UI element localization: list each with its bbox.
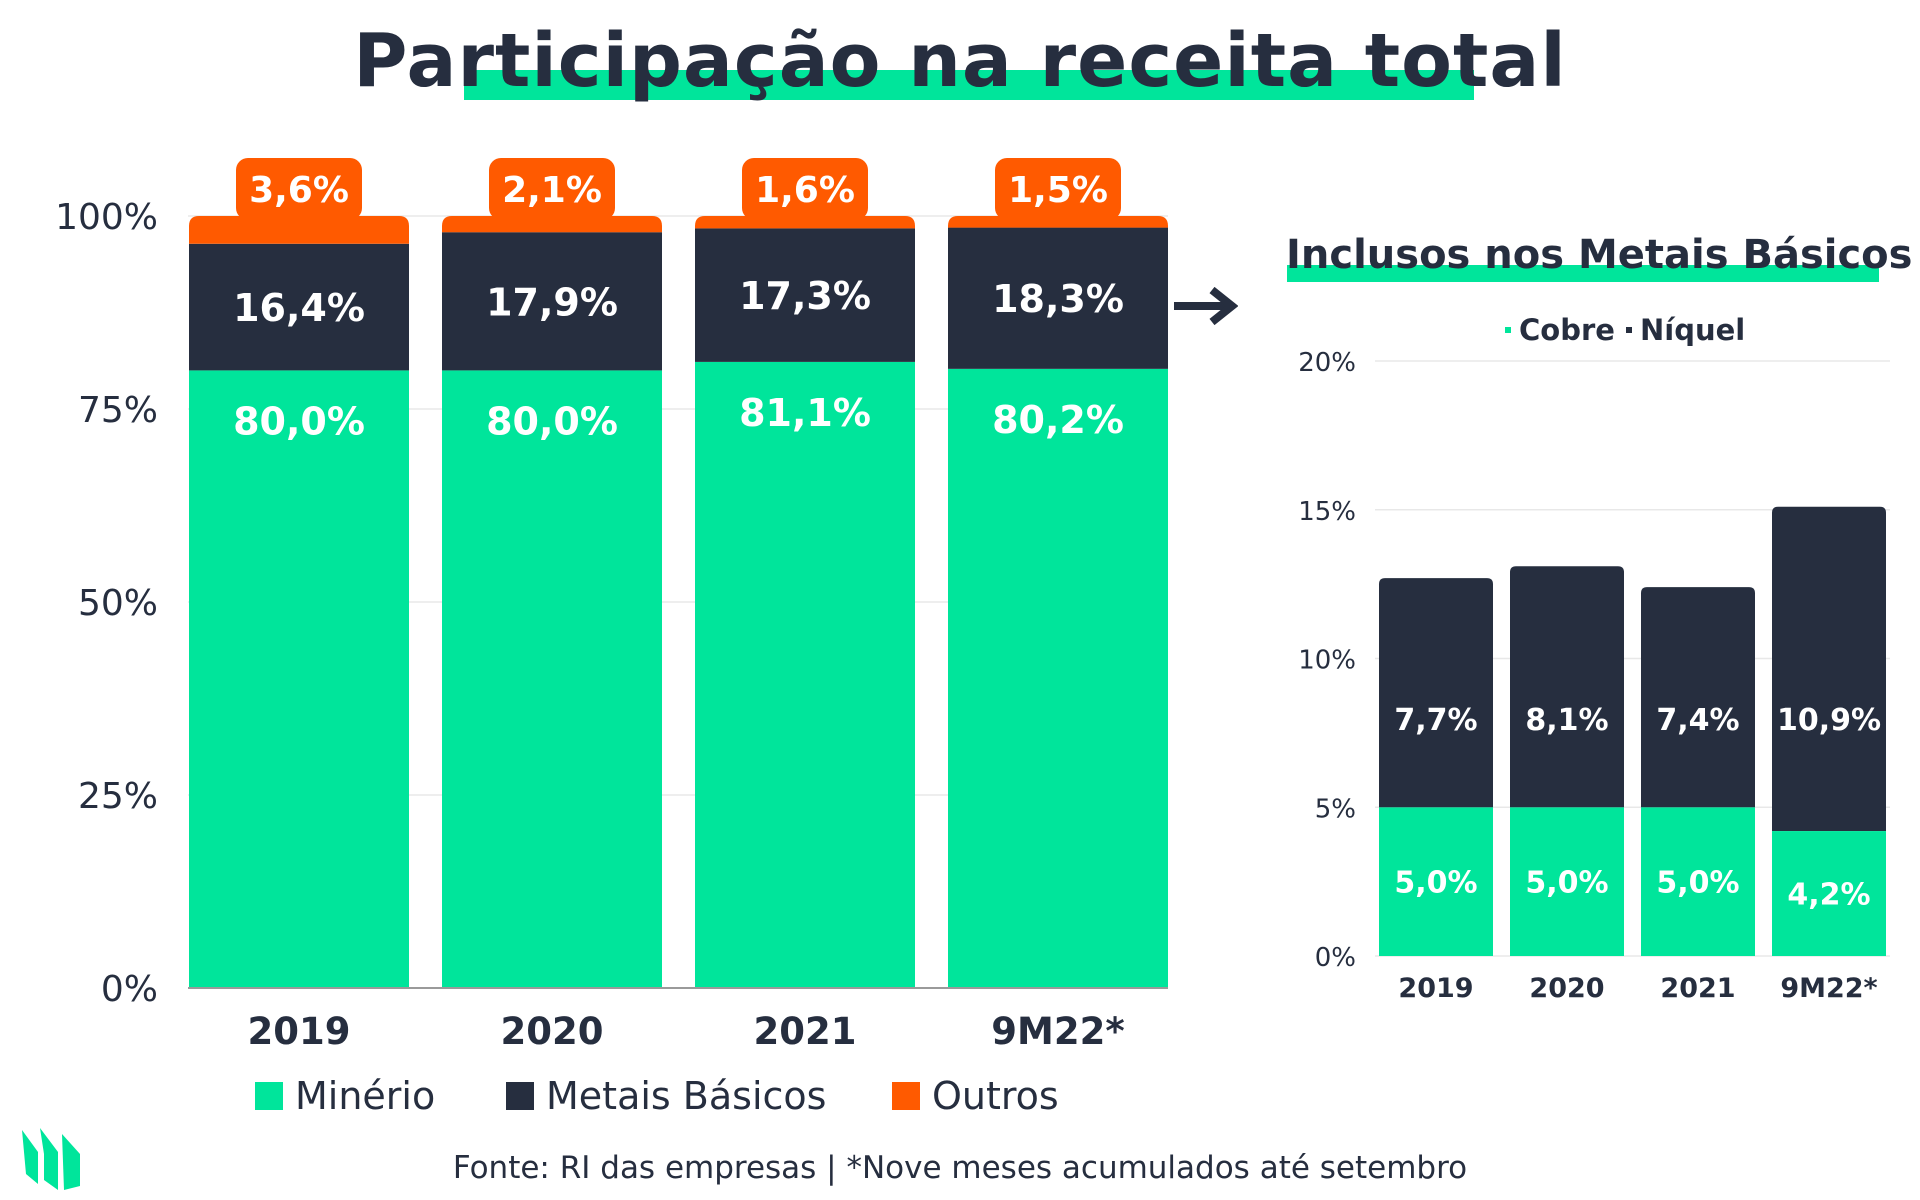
data-label-minerio: 80,2%	[992, 398, 1124, 442]
y-tick-label: 5%	[1315, 794, 1356, 824]
data-label-cobre: 5,0%	[1525, 866, 1608, 901]
data-label-outros: 2,1%	[502, 170, 602, 211]
data-label-cobre: 5,0%	[1656, 866, 1739, 901]
outros-label-badge	[742, 158, 868, 220]
bar-segment-cobre	[1510, 807, 1624, 956]
data-label-niquel: 8,1%	[1525, 703, 1608, 738]
outros-label-badge	[995, 158, 1121, 220]
y-tick-label: 0%	[1315, 943, 1356, 973]
data-label-metais: 17,3%	[739, 274, 871, 318]
title-highlight	[464, 70, 1474, 100]
data-label-metais: 17,9%	[486, 280, 618, 324]
y-tick-label: 20%	[1298, 348, 1356, 378]
data-label-niquel: 10,9%	[1777, 703, 1881, 738]
page-title: Participação na receita total	[353, 18, 1567, 104]
y-tick-label: 50%	[78, 583, 158, 624]
bar-segment-outros	[189, 216, 409, 244]
cobre-swatch	[1505, 327, 1511, 333]
bar-segment-minerio	[948, 368, 1168, 989]
legend-label-niquel: Níquel	[1640, 313, 1746, 347]
footer-source-note: Fonte: RI das empresas | *Nove meses acu…	[452, 1150, 1468, 1186]
niquel-swatch	[1626, 327, 1632, 333]
data-label-outros: 3,6%	[249, 170, 349, 211]
bar-segment-minerio	[442, 370, 662, 988]
x-tick-label: 2020	[501, 1010, 604, 1053]
bar-segment-cobre	[1641, 807, 1755, 956]
bar-segment-minerio	[695, 361, 915, 989]
legend-label-outros: Outros	[932, 1074, 1059, 1118]
y-tick-label: 10%	[1298, 646, 1356, 676]
legend-label-metais: Metais Básicos	[546, 1074, 827, 1118]
data-label-minerio: 80,0%	[486, 399, 618, 443]
legend-label-minerio: Minério	[295, 1074, 436, 1118]
bar-segment-metais	[695, 228, 915, 362]
data-label-minerio: 80,0%	[233, 399, 365, 443]
arrow-right-icon	[1174, 286, 1238, 326]
x-tick-label: 2021	[1660, 973, 1735, 1004]
y-tick-label: 75%	[78, 390, 158, 431]
brand-logo-icon	[22, 1128, 80, 1190]
data-label-outros: 1,6%	[755, 170, 855, 211]
bar-segment-minerio	[189, 370, 409, 988]
x-tick-label: 2020	[1529, 973, 1604, 1004]
x-tick-label: 2021	[754, 1010, 857, 1053]
x-tick-label: 2019	[1398, 973, 1473, 1004]
bar-segment-niquel	[1641, 587, 1755, 808]
outros-label-badge	[489, 158, 615, 220]
y-tick-label: 0%	[101, 969, 158, 1010]
legend-item-metais: Metais Básicos	[506, 1074, 826, 1118]
legend-item-minerio: Minério	[255, 1074, 435, 1118]
outros-swatch	[892, 1082, 920, 1110]
legend-item-niquel: Níquel	[1626, 313, 1745, 347]
minerio-swatch	[255, 1082, 283, 1110]
outros-label-badge	[236, 158, 362, 220]
x-tick-label: 9M22*	[991, 1010, 1124, 1053]
bar-segment-niquel	[1772, 506, 1886, 832]
x-tick-label: 9M22*	[1780, 973, 1877, 1004]
y-tick-label: 25%	[78, 776, 158, 817]
y-tick-label: 100%	[55, 197, 158, 238]
bar-segment-cobre	[1772, 831, 1886, 956]
legend-item-cobre: Cobre	[1505, 313, 1615, 347]
legend-item-outros: Outros	[892, 1074, 1059, 1118]
data-label-outros: 1,5%	[1008, 170, 1108, 211]
bar-segment-metais	[189, 243, 409, 371]
data-label-metais: 18,3%	[992, 277, 1124, 321]
y-tick-label: 15%	[1298, 497, 1356, 527]
bar-segment-niquel	[1510, 566, 1624, 808]
data-label-metais: 16,4%	[233, 286, 365, 330]
data-label-cobre: 5,0%	[1394, 866, 1477, 901]
bar-segment-metais	[948, 227, 1168, 369]
bar-segment-niquel	[1379, 578, 1493, 808]
data-label-cobre: 4,2%	[1787, 878, 1870, 913]
data-label-niquel: 7,7%	[1394, 703, 1477, 738]
bar-segment-metais	[442, 232, 662, 371]
bar-segment-outros	[442, 216, 662, 233]
x-tick-label: 2019	[248, 1010, 351, 1053]
side-chart-title: Inclusos nos Metais Básicos	[1286, 232, 1913, 278]
data-label-minerio: 81,1%	[739, 391, 871, 435]
metais-swatch	[506, 1082, 534, 1110]
side-title-highlight	[1287, 265, 1879, 282]
data-label-niquel: 7,4%	[1656, 703, 1739, 738]
bar-segment-cobre	[1379, 807, 1493, 956]
legend-label-cobre: Cobre	[1519, 313, 1615, 347]
